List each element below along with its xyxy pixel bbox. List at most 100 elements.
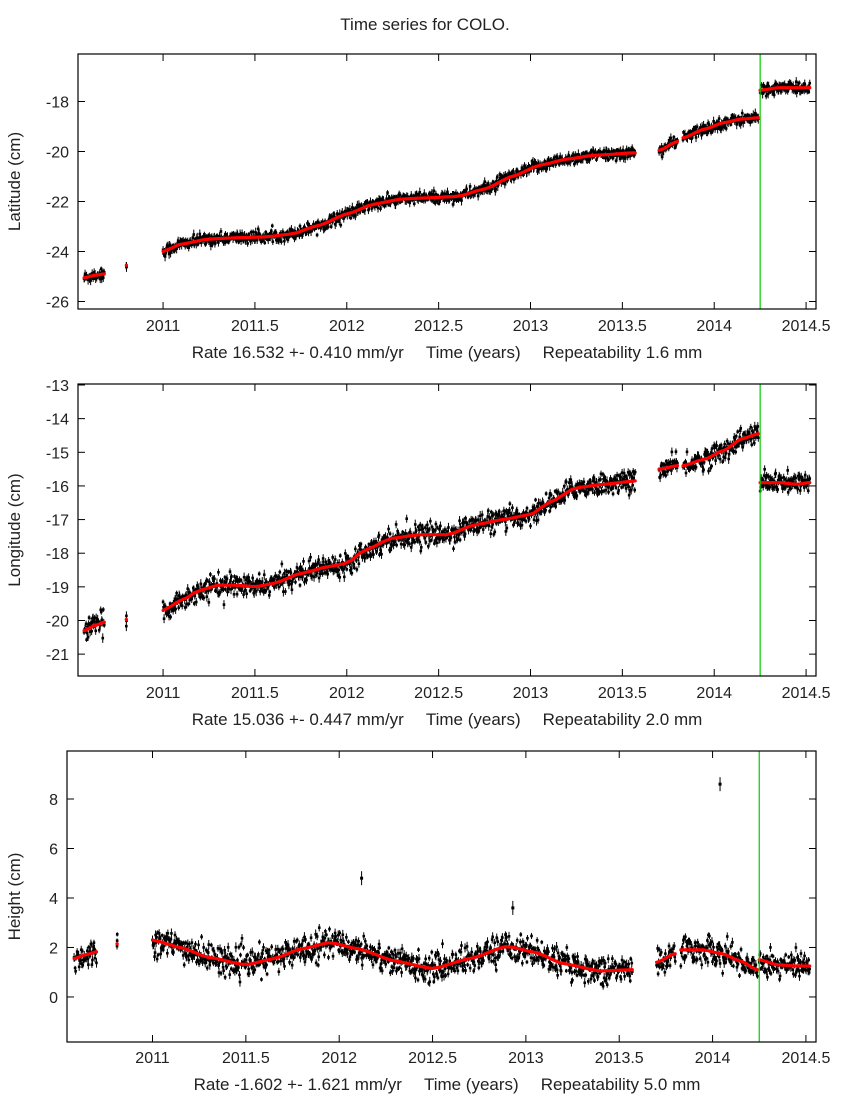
data-point (664, 474, 668, 477)
data-point (595, 158, 598, 161)
data-point (163, 255, 167, 258)
data-point (623, 157, 627, 160)
data-point (717, 117, 721, 120)
data-point (164, 251, 167, 255)
data-point (547, 159, 550, 163)
data-point (520, 523, 524, 527)
data-point (537, 167, 541, 171)
data-point (675, 460, 678, 463)
data-point (713, 446, 716, 449)
data-point (762, 474, 766, 477)
data-point (192, 602, 196, 605)
data-point (262, 590, 266, 594)
data-point (558, 492, 562, 496)
data-point (568, 160, 572, 164)
data-point (632, 154, 636, 157)
data-point (288, 579, 292, 583)
data-point (463, 532, 467, 536)
data-point (484, 184, 488, 187)
data-point (770, 483, 773, 486)
data-point (467, 528, 470, 532)
data-point (284, 590, 287, 593)
data-point (613, 476, 617, 480)
data-point (369, 200, 372, 203)
data-point (223, 581, 226, 585)
data-point (480, 524, 483, 527)
data-point (379, 207, 382, 211)
data-point (246, 242, 249, 245)
data-point (624, 483, 627, 487)
data-point (171, 244, 175, 247)
data-point (90, 629, 93, 633)
data-point (730, 114, 734, 117)
data-point (669, 463, 673, 467)
data-point (204, 590, 208, 593)
data-point (722, 455, 725, 459)
data-point (605, 480, 609, 483)
data-point (447, 526, 450, 529)
data-point (370, 206, 374, 210)
data-point (774, 82, 778, 85)
data-point (187, 593, 191, 596)
data-point (513, 521, 516, 524)
data-point (584, 493, 587, 497)
data-point (765, 84, 769, 88)
data-point (599, 472, 603, 476)
data-point (84, 622, 88, 626)
data-point (769, 89, 772, 93)
data-point (472, 193, 476, 196)
data-point (286, 581, 290, 584)
data-point (86, 278, 90, 282)
data-point (536, 170, 539, 173)
data-point (512, 514, 516, 518)
data-point (554, 505, 557, 508)
data-point (721, 460, 724, 464)
data-point (568, 485, 572, 489)
data-point (374, 539, 378, 543)
data-point (176, 239, 180, 243)
data-point (674, 450, 678, 453)
data-point (603, 476, 606, 480)
data-point (440, 192, 444, 195)
data-point (321, 572, 324, 575)
data-point (738, 429, 742, 432)
data-point (188, 598, 192, 602)
data-point (746, 113, 750, 117)
data-point (298, 234, 301, 237)
data-point (356, 551, 360, 554)
data-point (746, 430, 750, 433)
data-point (345, 568, 349, 571)
data-point (522, 511, 525, 515)
data-point (525, 507, 529, 510)
data-point (307, 559, 311, 563)
data-point (236, 578, 239, 581)
data-point (777, 88, 780, 92)
data-point (298, 584, 302, 587)
data-point (675, 466, 679, 470)
data-point (428, 192, 431, 195)
data-point (277, 577, 280, 581)
data-point (712, 444, 716, 447)
data-point (602, 149, 606, 152)
data-point (659, 150, 663, 153)
data-point (632, 476, 636, 480)
data-point (348, 208, 352, 211)
data-point (590, 149, 593, 152)
data-point (583, 490, 586, 493)
data-point (340, 564, 344, 568)
data-point (283, 239, 286, 243)
data-point (372, 200, 375, 204)
data-point (209, 588, 213, 592)
data-point (428, 528, 431, 531)
data-point (299, 575, 303, 579)
data-point (615, 155, 619, 158)
data-point (808, 81, 812, 85)
data-point (587, 488, 591, 492)
data-point (405, 517, 408, 521)
data-point (700, 461, 704, 465)
data-point (544, 508, 547, 512)
data-point (430, 192, 434, 196)
data-point (193, 594, 197, 598)
data-point (504, 530, 508, 533)
data-point (403, 543, 406, 547)
